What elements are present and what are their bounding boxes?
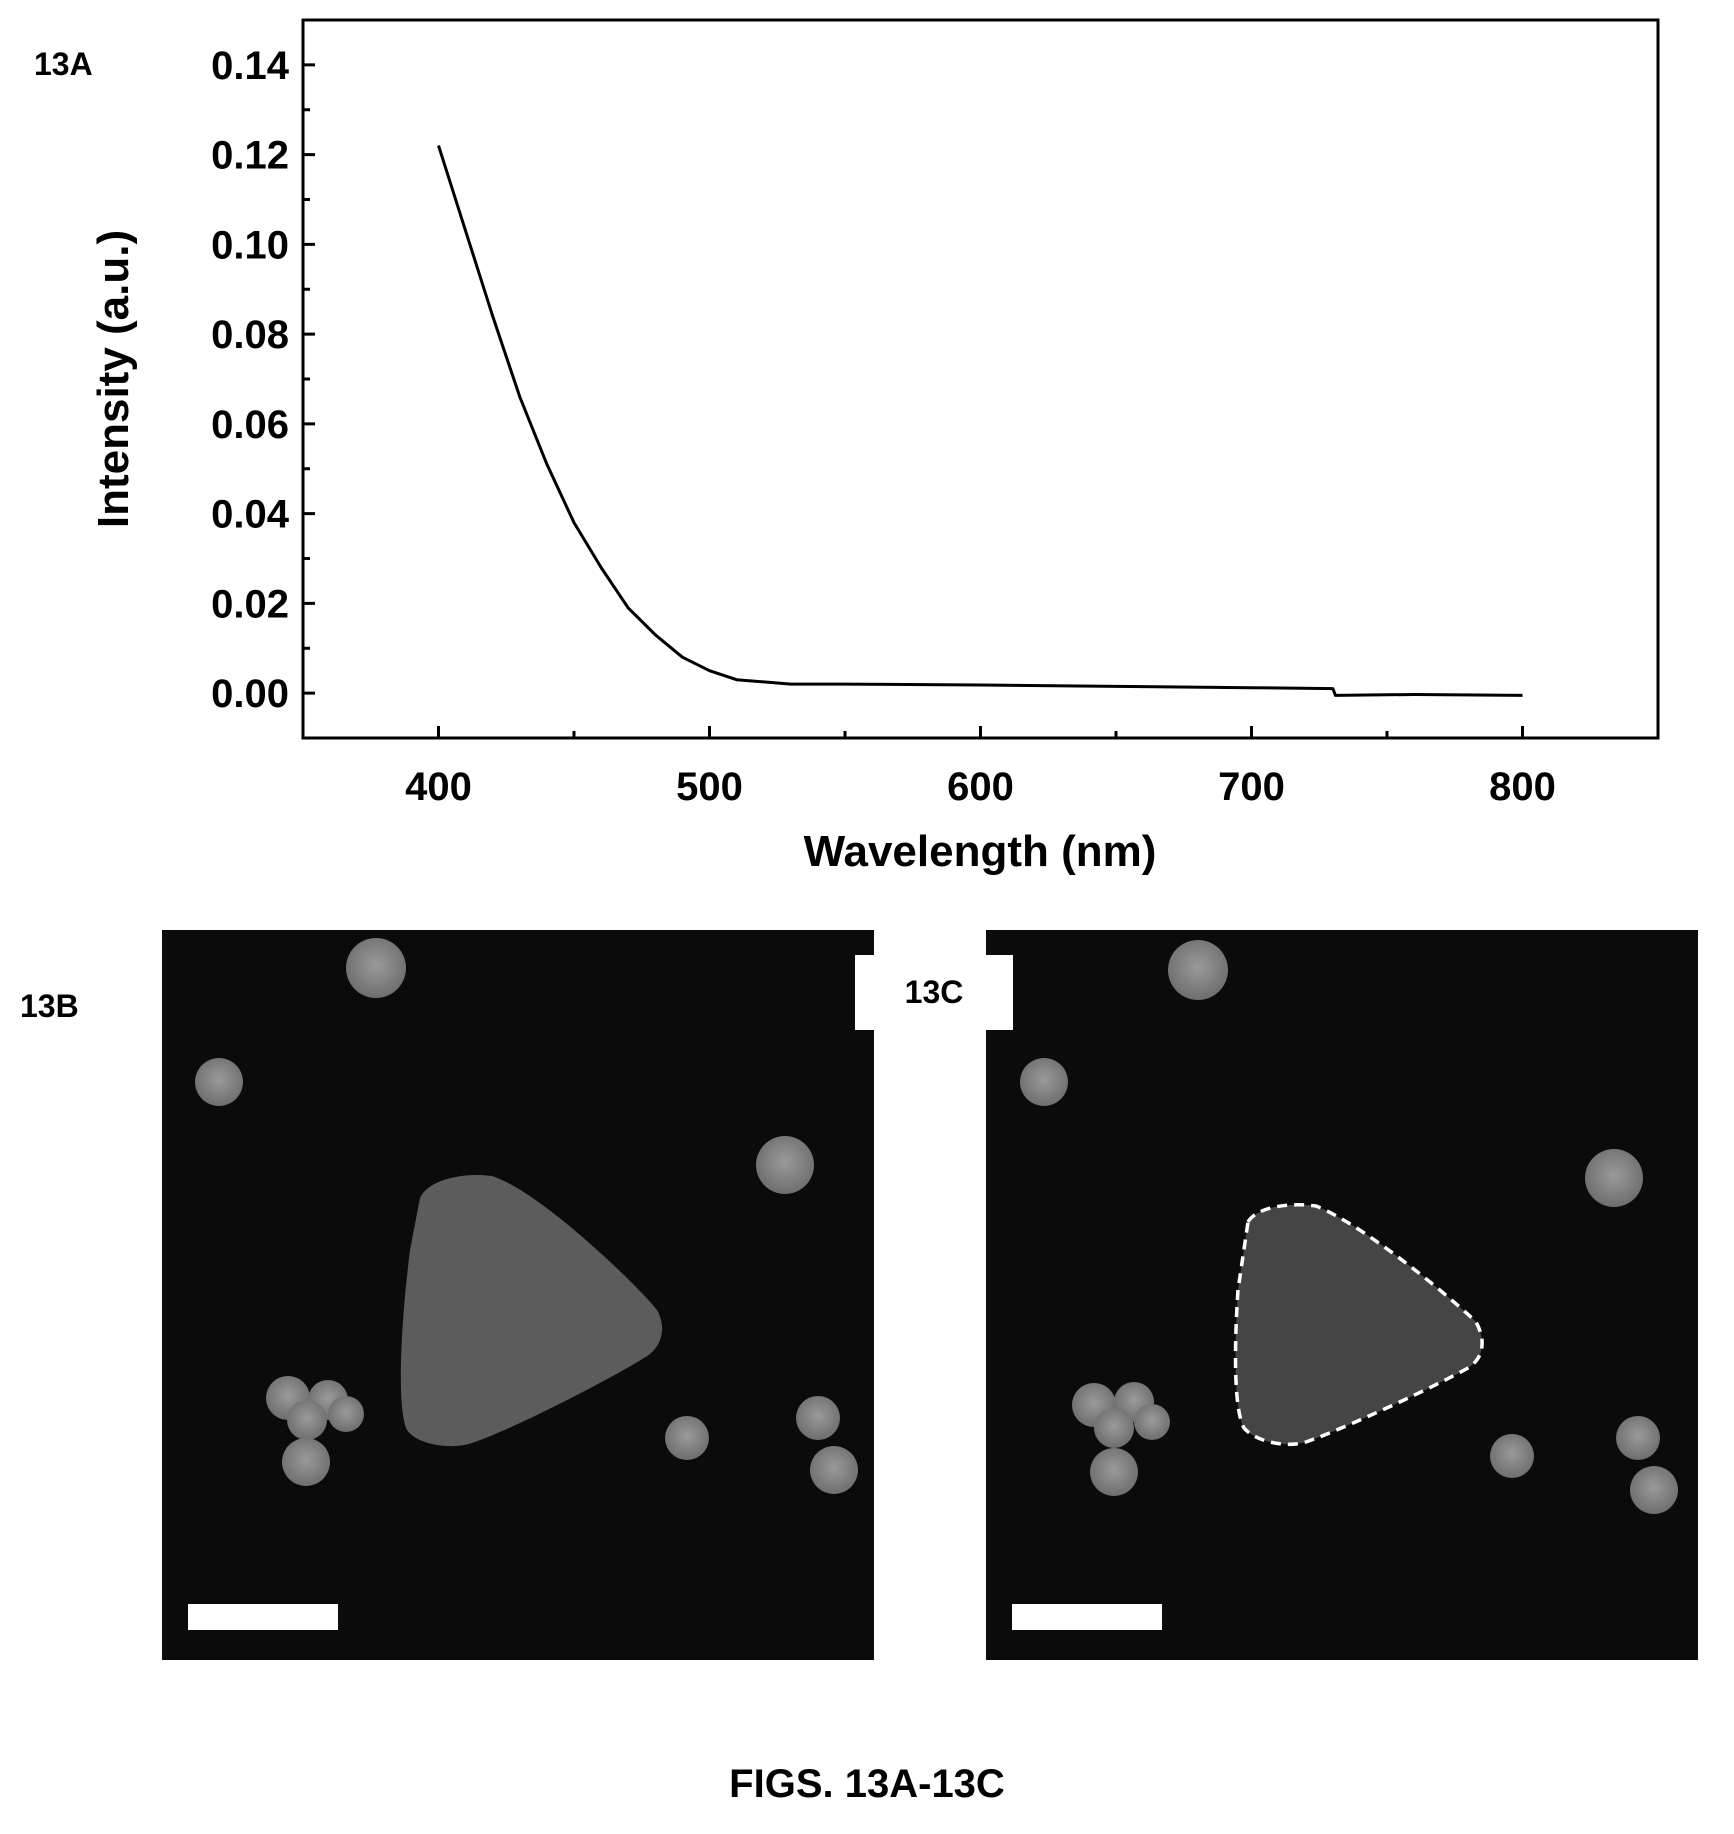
y-axis-tick-labels: 0.00 0.02 0.04 0.06 0.08 0.10 0.12 0.14 xyxy=(211,44,290,716)
particle xyxy=(796,1396,840,1440)
particle xyxy=(1585,1149,1643,1207)
particle xyxy=(1490,1434,1534,1478)
y-tick-label: 0.14 xyxy=(211,44,290,88)
particle xyxy=(1020,1058,1068,1106)
particle xyxy=(1630,1466,1678,1514)
particle xyxy=(1094,1408,1134,1448)
triangle-outline xyxy=(1233,1203,1484,1447)
spectrum-chart: 400 500 600 700 800 0.00 0.02 0.04 0.06 0.08 0.10… xyxy=(89,18,1660,876)
y-tick-label: 0.00 xyxy=(211,672,289,716)
particle xyxy=(665,1416,709,1460)
x-tick-label: 800 xyxy=(1489,765,1556,809)
x-tick-label: 700 xyxy=(1218,765,1285,809)
y-tick-label: 0.04 xyxy=(211,493,290,537)
y-tick-label: 0.08 xyxy=(211,313,289,357)
panel-label-13a: 13A xyxy=(34,46,93,82)
y-tick-label: 0.06 xyxy=(211,403,289,447)
micrograph-13c-image xyxy=(1020,940,1678,1514)
panel-label-13c: 13C xyxy=(855,955,1013,1030)
y-tick-label: 0.10 xyxy=(211,223,289,267)
x-axis-ticks xyxy=(301,726,1660,738)
panel-label-13b: 13B xyxy=(20,988,79,1024)
series-layer xyxy=(437,145,1523,697)
triangle-particle xyxy=(400,1174,663,1447)
series-line xyxy=(437,145,1523,697)
plot-frame xyxy=(301,18,1660,740)
particle xyxy=(1168,940,1228,1000)
x-axis-tick-labels: 400 500 600 700 800 xyxy=(405,765,1556,809)
scale-bar xyxy=(188,1604,338,1630)
y-axis-ticks xyxy=(303,18,315,740)
x-tick-label: 500 xyxy=(676,765,743,809)
particle xyxy=(810,1446,858,1494)
scale-bar xyxy=(1012,1604,1162,1630)
triangle-particle xyxy=(1235,1204,1483,1445)
y-tick-label: 0.12 xyxy=(211,134,289,178)
y-axis-label: Intensity (a.u.) xyxy=(89,230,138,528)
micrograph-13c xyxy=(986,930,1698,1660)
micrograph-13b-image xyxy=(195,938,858,1494)
particle xyxy=(287,1400,327,1440)
x-tick-label: 400 xyxy=(405,765,472,809)
particle xyxy=(346,938,406,998)
x-tick-label: 600 xyxy=(947,765,1014,809)
particle xyxy=(1134,1404,1170,1440)
particle xyxy=(756,1136,814,1194)
micrograph-13b xyxy=(162,930,874,1660)
figure-caption: FIGS. 13A-13C xyxy=(729,1762,1005,1806)
particle xyxy=(282,1438,330,1486)
particle xyxy=(195,1058,243,1106)
x-axis-label: Wavelength (nm) xyxy=(804,827,1157,876)
particle xyxy=(1616,1416,1660,1460)
particle xyxy=(328,1396,364,1432)
y-tick-label: 0.02 xyxy=(211,582,289,626)
particle xyxy=(1090,1448,1138,1496)
